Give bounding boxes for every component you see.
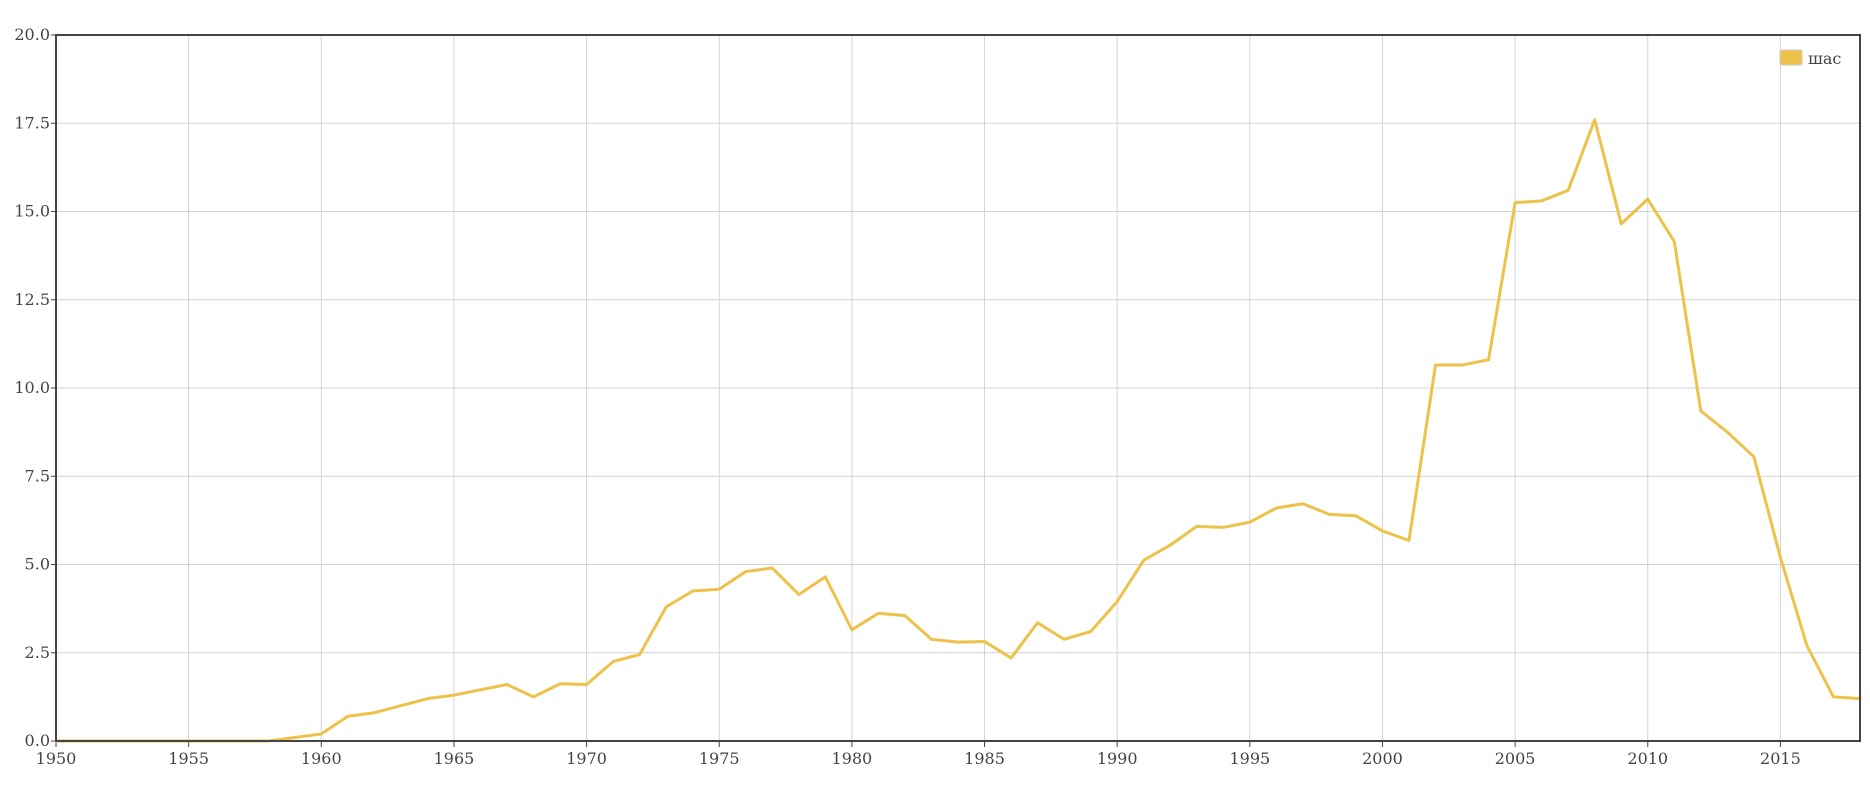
y-tick-label: 5.0 (25, 555, 50, 574)
x-tick-label: 1985 (964, 749, 1005, 768)
y-tick-label: 12.5 (14, 290, 50, 309)
series-layer (54, 118, 1862, 743)
x-tick-label: 1965 (434, 749, 475, 768)
x-tick-label: 1980 (832, 749, 873, 768)
x-tick-label: 2000 (1362, 749, 1403, 768)
y-tick-label: 20.0 (14, 25, 50, 44)
y-axis: 0.0 2.5 5.0 7.5 10.0 12.5 15.0 17.5 20.0 (14, 25, 56, 750)
plot-frame (55, 34, 1861, 742)
x-tick-label: 2010 (1627, 749, 1668, 768)
y-tick-label: 2.5 (25, 643, 50, 662)
y-tick-label: 10.0 (14, 378, 50, 397)
x-tick-label: 1955 (168, 749, 209, 768)
x-tick-label: 2015 (1760, 749, 1801, 768)
y-tick-label: 0.0 (25, 731, 50, 750)
y-tick-label: 7.5 (25, 466, 50, 485)
y-tick-label: 17.5 (14, 113, 50, 132)
legend-label: шас (1808, 49, 1841, 68)
series-line[interactable] (54, 118, 1862, 743)
x-tick-label: 1995 (1229, 749, 1270, 768)
x-axis: 1950 1955 1960 1965 1970 1975 1980 1985 1990 1995… (36, 741, 1801, 768)
legend-swatch (1779, 49, 1803, 66)
legend[interactable]: шас (1779, 49, 1841, 68)
grid-lines (55, 34, 1860, 742)
x-tick-label: 1990 (1097, 749, 1138, 768)
y-tick-label: 15.0 (14, 202, 50, 221)
x-tick-label: 1960 (301, 749, 342, 768)
x-tick-label: 1950 (36, 749, 77, 768)
x-tick-label: 2005 (1495, 749, 1536, 768)
x-tick-label: 1970 (566, 749, 607, 768)
x-tick-label: 1975 (699, 749, 740, 768)
